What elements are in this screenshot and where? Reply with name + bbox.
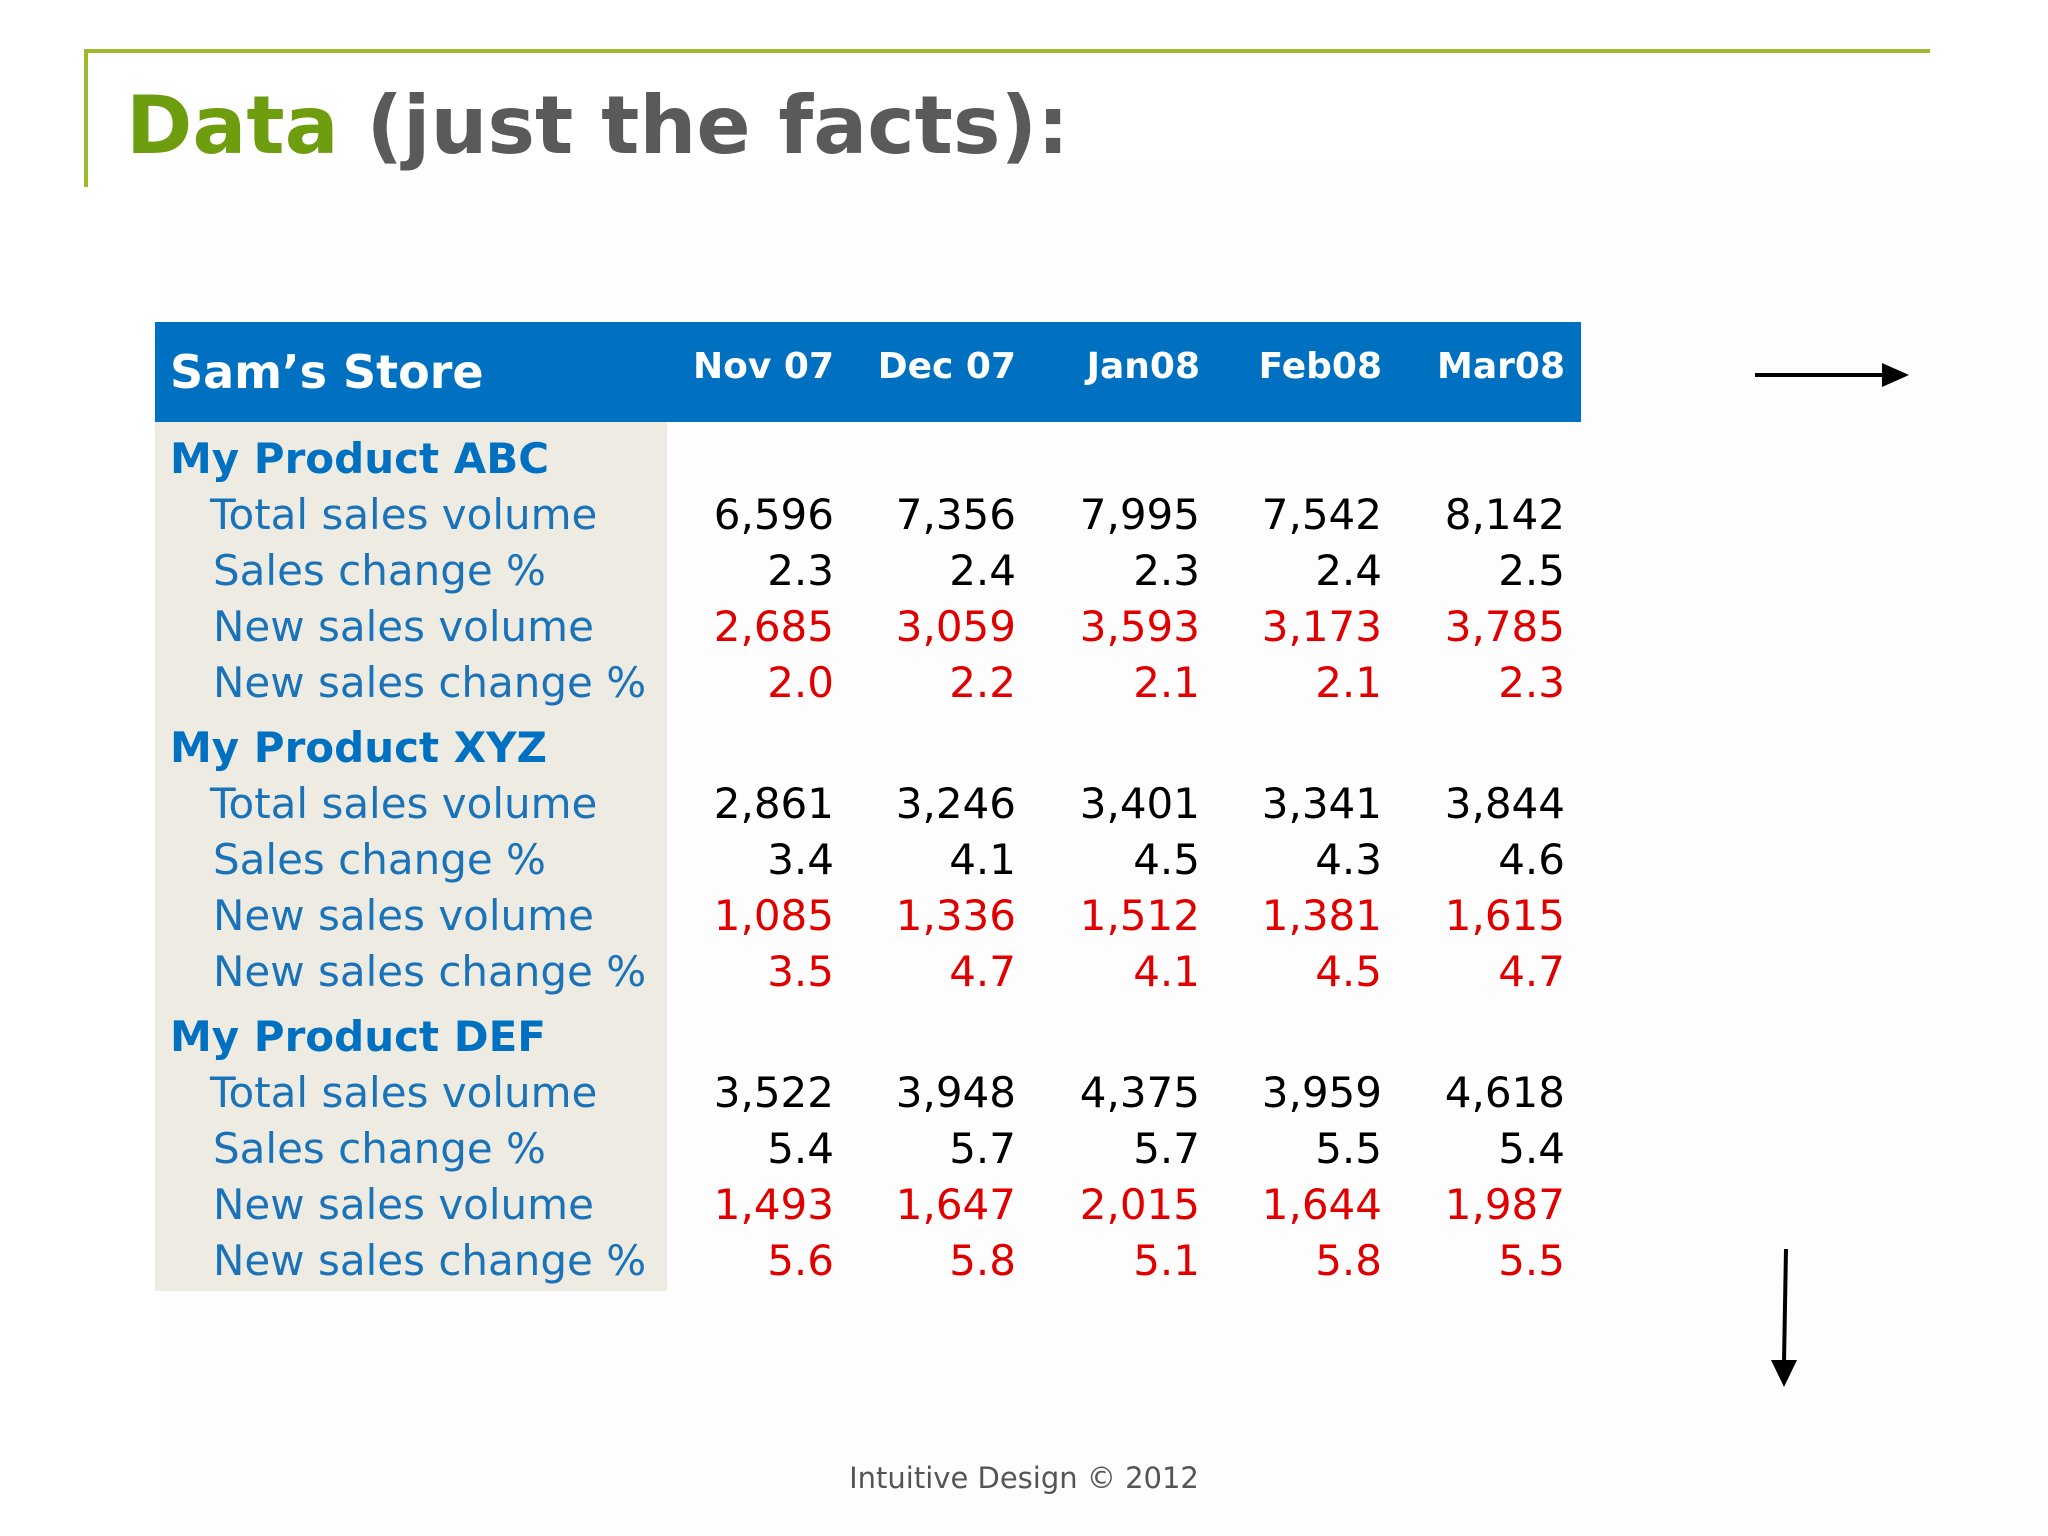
column-header: Feb08 (1258, 346, 1382, 387)
table-header-bar (155, 322, 1581, 422)
table-cell: 1,493 (713, 1180, 834, 1229)
column-header: Jan08 (1086, 346, 1200, 387)
metric-label: New sales change % (213, 658, 647, 707)
metric-label: New sales volume (213, 891, 594, 940)
metric-label: Sales change % (213, 1124, 546, 1173)
table-cell: 4.7 (949, 947, 1016, 996)
table-cell: 7,542 (1261, 490, 1382, 539)
table-cell: 4.3 (1315, 835, 1382, 884)
table-cell: 7,995 (1079, 490, 1200, 539)
row-label-panel (155, 422, 667, 1291)
metric-label: New sales change % (213, 947, 647, 996)
table-cell: 2.3 (1498, 658, 1565, 707)
table-cell: 6,596 (713, 490, 834, 539)
metric-label: New sales change % (213, 1236, 647, 1285)
slide-title-accent: Data (126, 79, 339, 172)
table-cell: 2.4 (1315, 546, 1382, 595)
table-cell: 4.6 (1498, 835, 1565, 884)
table-cell: 2.0 (767, 658, 834, 707)
arrow-right-icon (1755, 363, 1909, 387)
table-cell: 3,059 (895, 602, 1016, 651)
table-cell: 3,959 (1261, 1068, 1382, 1117)
table-cell: 5.7 (1133, 1124, 1200, 1173)
table-cell: 1,615 (1444, 891, 1565, 940)
metric-label: Sales change % (213, 546, 546, 595)
table-cell: 2,861 (713, 779, 834, 828)
table-cell: 3.5 (767, 947, 834, 996)
table-cell: 5.8 (949, 1236, 1016, 1285)
title-left-rule (84, 49, 88, 187)
table-cell: 3,246 (895, 779, 1016, 828)
table-cell: 1,381 (1261, 891, 1382, 940)
table-cell: 5.4 (1498, 1124, 1565, 1173)
column-header: Dec 07 (877, 346, 1016, 387)
metric-label: New sales volume (213, 1180, 594, 1229)
table-cell: 1,336 (895, 891, 1016, 940)
table-cell: 4,375 (1079, 1068, 1200, 1117)
arrow-down-icon (1771, 1248, 1797, 1387)
table-cell: 4.5 (1133, 835, 1200, 884)
product-title: My Product XYZ (170, 723, 547, 772)
table-cell: 7,356 (895, 490, 1016, 539)
table-cell: 4.1 (1133, 947, 1200, 996)
table-cell: 3,844 (1444, 779, 1565, 828)
table-cell: 4.1 (949, 835, 1016, 884)
table-cell: 2.5 (1498, 546, 1565, 595)
metric-label: New sales volume (213, 602, 594, 651)
table-cell: 1,085 (713, 891, 834, 940)
table-cell: 1,644 (1261, 1180, 1382, 1229)
table-cell: 2.1 (1315, 658, 1382, 707)
table-cell: 3,948 (895, 1068, 1016, 1117)
metric-label: Total sales volume (210, 1068, 598, 1117)
table-cell: 4,618 (1444, 1068, 1565, 1117)
table-cell: 5.5 (1315, 1124, 1382, 1173)
table-cell: 1,647 (895, 1180, 1016, 1229)
table-cell: 3,341 (1261, 779, 1382, 828)
slide-title-rest: (just the facts): (338, 79, 1070, 172)
table-cell: 3,173 (1261, 602, 1382, 651)
table-cell: 8,142 (1444, 490, 1565, 539)
store-name: Sam’s Store (170, 345, 484, 399)
metric-label: Total sales volume (210, 779, 598, 828)
table-cell: 5.6 (767, 1236, 834, 1285)
table-cell: 5.1 (1133, 1236, 1200, 1285)
slide-footer: Intuitive Design © 2012 (849, 1461, 1199, 1495)
table-cell: 2.3 (767, 546, 834, 595)
table-cell: 2.3 (1133, 546, 1200, 595)
table-cell: 2,685 (713, 602, 834, 651)
table-cell: 3,522 (713, 1068, 834, 1117)
column-header: Nov 07 (693, 346, 834, 387)
table-cell: 2.1 (1133, 658, 1200, 707)
metric-label: Sales change % (213, 835, 546, 884)
table-cell: 3,593 (1079, 602, 1200, 651)
slide-title: Data (just the facts): (126, 76, 1069, 176)
table-cell: 1,512 (1079, 891, 1200, 940)
table-cell: 2,015 (1079, 1180, 1200, 1229)
table-cell: 5.4 (767, 1124, 834, 1173)
table-cell: 3,401 (1079, 779, 1200, 828)
column-header: Mar08 (1437, 346, 1565, 387)
table-cell: 2.4 (949, 546, 1016, 595)
metric-label: Total sales volume (210, 490, 598, 539)
table-cell: 4.7 (1498, 947, 1565, 996)
product-title: My Product DEF (170, 1012, 546, 1061)
table-cell: 2.2 (949, 658, 1016, 707)
table-cell: 4.5 (1315, 947, 1382, 996)
table-cell: 3,785 (1444, 602, 1565, 651)
table-cell: 3.4 (767, 835, 834, 884)
table-cell: 5.7 (949, 1124, 1016, 1173)
table-cell: 5.8 (1315, 1236, 1382, 1285)
table-cell: 1,987 (1444, 1180, 1565, 1229)
table-cell: 5.5 (1498, 1236, 1565, 1285)
product-title: My Product ABC (170, 434, 550, 483)
title-top-rule (84, 49, 1930, 53)
